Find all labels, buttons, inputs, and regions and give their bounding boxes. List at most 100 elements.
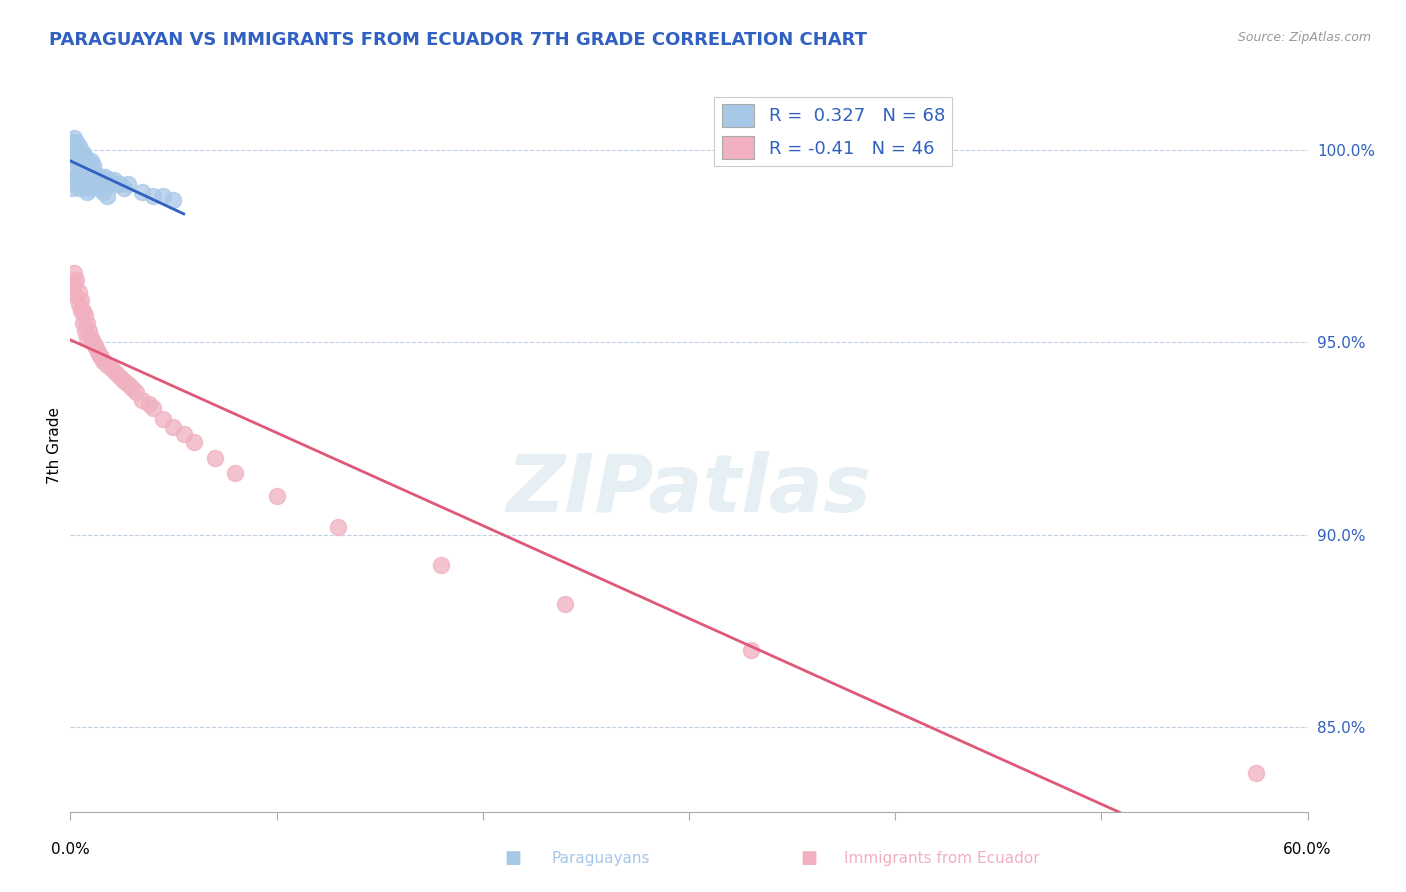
Point — [60, 285, 83, 299]
Point — [69, 173, 91, 187]
Point — [72, 178, 94, 192]
Point — [69, 150, 91, 164]
Y-axis label: 7th Grade: 7th Grade — [46, 408, 62, 484]
Point — [65, 146, 87, 161]
Point — [69, 293, 91, 307]
Point — [65, 135, 87, 149]
Point — [65, 289, 87, 303]
Point — [60, 161, 83, 176]
Point — [69, 154, 91, 169]
Point — [94, 169, 117, 184]
Point — [328, 520, 350, 534]
Text: ZIPatlas: ZIPatlas — [506, 450, 872, 529]
Point — [86, 169, 108, 184]
Point — [100, 178, 122, 192]
Point — [104, 366, 127, 380]
Point — [80, 166, 103, 180]
Point — [76, 154, 98, 169]
Point — [108, 178, 131, 192]
Point — [84, 166, 107, 180]
Point — [86, 343, 108, 357]
Text: ■: ■ — [505, 849, 522, 867]
Text: PARAGUAYAN VS IMMIGRANTS FROM ECUADOR 7TH GRADE CORRELATION CHART: PARAGUAYAN VS IMMIGRANTS FROM ECUADOR 7T… — [49, 31, 868, 49]
Point — [82, 166, 104, 180]
Point — [76, 185, 98, 199]
Point — [266, 489, 288, 503]
Text: Immigrants from Ecuador: Immigrants from Ecuador — [844, 851, 1039, 865]
Text: 0.0%: 0.0% — [51, 842, 90, 857]
Point — [142, 188, 165, 202]
Point — [80, 154, 103, 169]
Point — [76, 316, 98, 330]
Point — [69, 146, 91, 161]
Point — [152, 188, 174, 202]
Point — [65, 178, 87, 192]
Point — [430, 558, 453, 573]
Point — [740, 643, 762, 657]
Point — [63, 150, 86, 164]
Point — [89, 181, 111, 195]
Point — [72, 146, 94, 161]
Point — [73, 324, 96, 338]
Point — [73, 158, 96, 172]
Text: Paraguayans: Paraguayans — [551, 851, 650, 865]
Point — [69, 304, 91, 318]
Text: Source: ZipAtlas.com: Source: ZipAtlas.com — [1237, 31, 1371, 45]
Point — [117, 377, 139, 392]
Point — [82, 158, 104, 172]
Point — [67, 150, 90, 164]
Point — [72, 304, 94, 318]
Point — [121, 381, 143, 395]
Point — [60, 173, 83, 187]
Point — [82, 334, 104, 349]
Point — [91, 354, 114, 368]
Point — [96, 173, 118, 187]
Point — [65, 143, 87, 157]
Point — [60, 135, 83, 149]
Point — [77, 161, 100, 176]
Point — [69, 158, 91, 172]
Point — [84, 339, 107, 353]
Point — [108, 369, 131, 384]
Point — [77, 324, 100, 338]
Point — [104, 178, 127, 192]
Point — [138, 397, 160, 411]
Point — [63, 131, 86, 145]
Point — [91, 185, 114, 199]
Point — [89, 346, 111, 360]
Point — [80, 331, 103, 345]
Point — [162, 193, 184, 207]
Point — [76, 331, 98, 345]
Point — [67, 181, 90, 195]
Point — [77, 178, 100, 192]
Point — [73, 154, 96, 169]
Point — [65, 273, 87, 287]
Point — [98, 173, 121, 187]
Point — [1244, 766, 1267, 780]
Text: 60.0%: 60.0% — [1284, 842, 1331, 857]
Point — [72, 316, 94, 330]
Point — [80, 181, 103, 195]
Point — [112, 374, 135, 388]
Point — [80, 161, 103, 176]
Text: ■: ■ — [800, 849, 817, 867]
Point — [142, 401, 165, 415]
Point — [67, 285, 90, 299]
Point — [73, 181, 96, 195]
Point — [63, 277, 86, 292]
Point — [112, 181, 135, 195]
Point — [152, 412, 174, 426]
Point — [162, 419, 184, 434]
Point — [100, 362, 122, 376]
Point — [131, 392, 153, 407]
Point — [73, 308, 96, 322]
Point — [224, 466, 246, 480]
Point — [63, 138, 86, 153]
Point — [72, 158, 94, 172]
Point — [90, 169, 112, 184]
Point — [173, 427, 195, 442]
Point — [103, 173, 125, 187]
Point — [67, 158, 90, 172]
Point — [76, 161, 98, 176]
Point — [73, 150, 96, 164]
